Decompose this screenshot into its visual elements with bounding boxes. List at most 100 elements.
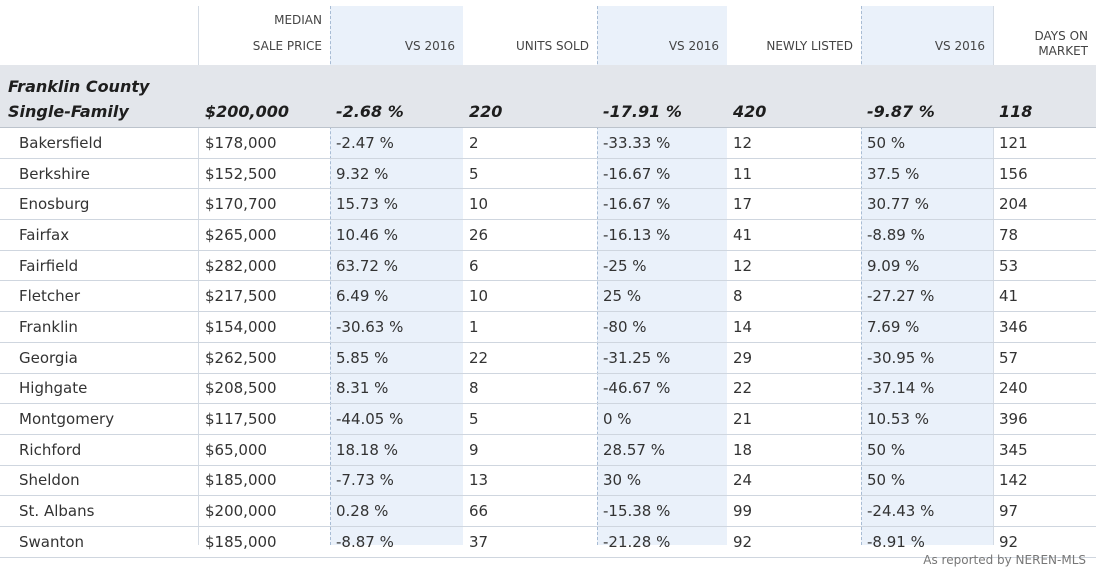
price-vs-2016: -30.63 % — [330, 311, 463, 343]
listed-vs-2016: -30.95 % — [861, 342, 993, 374]
price-vs-2016: 6.49 % — [330, 280, 463, 313]
days-on-market: 41 — [993, 280, 1096, 313]
listed-vs-2016: 37.5 % — [861, 158, 993, 190]
town-name: Georgia — [0, 342, 199, 374]
units-sold: 1 — [463, 311, 597, 343]
town-name: Fairfax — [0, 219, 199, 251]
median-sale-price-header: MEDIAN SALE PRICE — [252, 13, 322, 53]
units-vs-2016: -46.67 % — [597, 373, 727, 405]
listed-vs-2016: 10.53 % — [861, 403, 993, 435]
price-vs-2016: 5.85 % — [330, 342, 463, 374]
median-sale-price: $200,000 — [199, 495, 330, 527]
units-sold: 13 — [463, 465, 597, 497]
units-vs-2016: -16.13 % — [597, 219, 727, 251]
units-sold: 22 — [463, 342, 597, 374]
median-sale-price: $208,500 — [199, 373, 330, 405]
units-sold: 5 — [463, 403, 597, 435]
table-row: Fletcher $217,500 6.49 % 10 25 % 8 -27.27 % 41 — [0, 280, 1096, 313]
units-vs-2016: -21.28 % — [597, 526, 727, 558]
listed-vs-2016: 9.09 % — [861, 250, 993, 282]
summary-median-price: $200,000 — [199, 96, 330, 128]
town-name: Berkshire — [0, 158, 199, 190]
newly-listed: 12 — [727, 250, 861, 282]
price-vs-2016: 18.18 % — [330, 434, 463, 466]
summary-units-vs-2016: -17.91 % — [597, 96, 727, 128]
days-on-market: 240 — [993, 373, 1096, 405]
days-on-market-header: DAYS ON MARKET — [1034, 29, 1089, 58]
table-row: Montgomery $117,500 -44.05 % 5 0 % 21 10.53 % 3… — [0, 403, 1096, 435]
summary-days-on-market: 118 — [993, 96, 1096, 128]
days-on-market: 346 — [993, 311, 1096, 343]
town-name: Highgate — [0, 373, 199, 405]
price-vs-2016-header: VS 2016 — [404, 39, 455, 53]
units-sold: 8 — [463, 373, 597, 405]
listed-vs-2016: 7.69 % — [861, 311, 993, 343]
median-sale-price: $65,000 — [199, 434, 330, 466]
table-row: Bakersfield $178,000 -2.47 % 2 -33.33 % 12 50 … — [0, 127, 1096, 159]
town-name: Montgomery — [0, 403, 199, 435]
units-vs-2016: 30 % — [597, 465, 727, 497]
listed-vs-2016: -37.14 % — [861, 373, 993, 405]
median-sale-price: $185,000 — [199, 465, 330, 497]
listed-vs-2016: 30.77 % — [861, 188, 993, 221]
days-on-market: 121 — [993, 127, 1096, 159]
units-vs-2016: -33.33 % — [597, 127, 727, 159]
table-row: Fairfax $265,000 10.46 % 26 -16.13 % 41 -8.89 … — [0, 219, 1096, 251]
summary-listed-vs-2016: -9.87 % — [861, 96, 993, 128]
newly-listed: 92 — [727, 526, 861, 558]
newly-listed: 17 — [727, 188, 861, 221]
listed-vs-2016: -27.27 % — [861, 280, 993, 313]
town-name: Fletcher — [0, 280, 199, 313]
price-vs-2016: -7.73 % — [330, 465, 463, 497]
summary-row-title: Franklin County — [0, 65, 1096, 96]
units-vs-2016: 0 % — [597, 403, 727, 435]
median-sale-price: $170,700 — [199, 188, 330, 221]
table-row: Highgate $208,500 8.31 % 8 -46.67 % 22 -37.14 … — [0, 373, 1096, 405]
units-vs-2016: 25 % — [597, 280, 727, 313]
days-on-market: 57 — [993, 342, 1096, 374]
listed-vs-2016: 50 % — [861, 127, 993, 159]
town-name: St. Albans — [0, 495, 199, 527]
table-row: Richford $65,000 18.18 % 9 28.57 % 18 50 % 345 — [0, 434, 1096, 466]
days-on-market: 142 — [993, 465, 1096, 497]
town-header — [0, 6, 199, 65]
price-vs-2016: 8.31 % — [330, 373, 463, 405]
newly-listed: 41 — [727, 219, 861, 251]
newly-listed: 99 — [727, 495, 861, 527]
summary-newly-listed: 420 — [727, 96, 861, 128]
units-sold: 66 — [463, 495, 597, 527]
town-name: Sheldon — [0, 465, 199, 497]
units-vs-2016: -80 % — [597, 311, 727, 343]
days-on-market: 53 — [993, 250, 1096, 282]
units-vs-2016: 28.57 % — [597, 434, 727, 466]
summary-price-vs-2016: -2.68 % — [330, 96, 463, 128]
table-row: St. Albans $200,000 0.28 % 66 -15.38 % 99 -24.… — [0, 495, 1096, 527]
median-sale-price: $262,500 — [199, 342, 330, 374]
units-sold: 6 — [463, 250, 597, 282]
days-on-market: 92 — [993, 526, 1096, 558]
price-vs-2016: 15.73 % — [330, 188, 463, 221]
summary-units-sold: 220 — [463, 96, 597, 128]
units-sold: 10 — [463, 280, 597, 313]
newly-listed: 21 — [727, 403, 861, 435]
property-type: Single-Family — [0, 96, 199, 128]
source-note: As reported by NEREN-MLS — [923, 553, 1086, 567]
units-sold: 2 — [463, 127, 597, 159]
newly-listed: 11 — [727, 158, 861, 190]
listed-vs-2016: -24.43 % — [861, 495, 993, 527]
units-sold: 26 — [463, 219, 597, 251]
units-vs-2016: -16.67 % — [597, 188, 727, 221]
days-on-market: 78 — [993, 219, 1096, 251]
median-sale-price: $117,500 — [199, 403, 330, 435]
town-name: Richford — [0, 434, 199, 466]
listed-vs-2016: -8.89 % — [861, 219, 993, 251]
town-name: Fairfield — [0, 250, 199, 282]
table-row: Georgia $262,500 5.85 % 22 -31.25 % 29 -30.95 … — [0, 342, 1096, 374]
price-vs-2016: -8.87 % — [330, 526, 463, 558]
units-sold: 37 — [463, 526, 597, 558]
median-sale-price: $154,000 — [199, 311, 330, 343]
median-sale-price: $185,000 — [199, 526, 330, 558]
table-row: Sheldon $185,000 -7.73 % 13 30 % 24 50 % 142 — [0, 465, 1096, 497]
table-row: Swanton $185,000 -8.87 % 37 -21.28 % 92 -8.91 … — [0, 526, 1096, 558]
table-row: Berkshire $152,500 9.32 % 5 -16.67 % 11 37.5 %… — [0, 158, 1096, 190]
